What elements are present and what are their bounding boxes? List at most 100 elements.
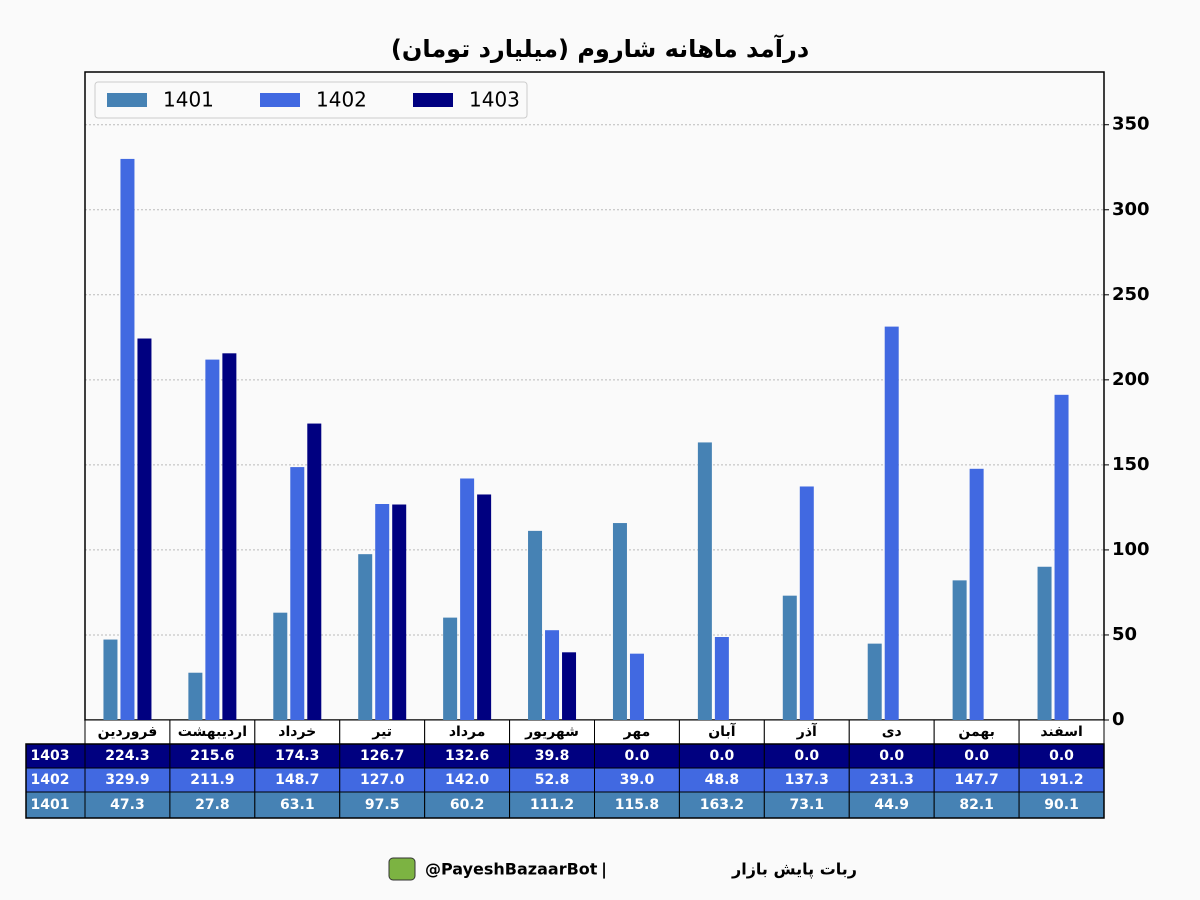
legend-swatch	[107, 93, 147, 107]
table-value: 147.7	[954, 772, 998, 788]
bar	[188, 672, 203, 720]
table-value: 63.1	[280, 797, 315, 813]
table-value: 329.9	[105, 772, 149, 788]
table-cell	[424, 791, 511, 819]
table-row-label-cell	[25, 791, 86, 819]
table-cell	[763, 767, 850, 793]
bar	[460, 478, 475, 720]
table-cell	[424, 743, 511, 769]
table-value: 163.2	[700, 797, 744, 813]
table-cell	[84, 791, 171, 819]
bar	[714, 637, 729, 720]
bar	[1037, 566, 1052, 720]
y-tick-label: 50	[1112, 624, 1137, 645]
bar	[697, 442, 712, 720]
bar	[120, 158, 135, 721]
bar	[629, 653, 644, 720]
table-value: 82.1	[959, 797, 994, 813]
table-value: 47.3	[110, 797, 145, 813]
table-value: 27.8	[195, 797, 230, 813]
table-row-label: 1401	[31, 797, 70, 813]
bar	[867, 643, 882, 720]
bar	[969, 468, 984, 720]
table-value: 0.0	[625, 748, 650, 764]
table-value: 0.0	[879, 748, 904, 764]
footer-separator: |	[601, 860, 607, 880]
table-value: 174.3	[275, 748, 319, 764]
table-row-label: 1402	[31, 772, 70, 788]
y-tick-label: 250	[1112, 284, 1150, 305]
bar	[952, 580, 967, 720]
x-tick-label: تیر	[371, 724, 392, 740]
table-frame	[25, 743, 1105, 819]
chart-title: درآمد ماهانه شاروم (میلیارد تومان)	[391, 34, 809, 63]
table-cell	[424, 767, 511, 793]
footer-handle: @PayeshBazaarBot	[425, 860, 598, 879]
table-value: 137.3	[785, 772, 829, 788]
table-value: 191.2	[1039, 772, 1083, 788]
bar	[375, 504, 390, 720]
table-value: 52.8	[535, 772, 570, 788]
table-cell	[594, 791, 680, 819]
table-header-cell	[339, 719, 426, 745]
x-tick-label: بهمن	[958, 724, 994, 740]
table-cell	[848, 743, 935, 769]
footer-name: ربات پایش بازار	[731, 860, 857, 880]
bar	[884, 326, 899, 720]
table-value: 90.1	[1044, 797, 1079, 813]
bar	[307, 423, 322, 720]
bar	[782, 595, 797, 720]
legend-swatch	[413, 93, 453, 107]
x-tick-label: فروردین	[98, 724, 158, 740]
table-value: 148.7	[275, 772, 319, 788]
y-tick-label: 150	[1112, 454, 1150, 475]
table-header-cell	[933, 719, 1020, 745]
table-cell	[594, 767, 680, 793]
table-cell	[1018, 791, 1105, 819]
table-value: 0.0	[1049, 748, 1074, 764]
table-row-label: 1403	[31, 748, 70, 764]
table-value: 39.8	[535, 748, 570, 764]
x-tick-label: شهریور	[524, 724, 579, 740]
bar	[612, 523, 627, 720]
table-value: 0.0	[964, 748, 989, 764]
y-tick-label: 300	[1112, 199, 1150, 220]
table-header-cell	[1018, 719, 1105, 745]
bar	[137, 338, 152, 720]
table-value: 73.1	[790, 797, 825, 813]
table-cell	[763, 791, 850, 819]
x-tick-label: دی	[882, 724, 902, 740]
bar	[205, 359, 220, 720]
table-value: 215.6	[190, 748, 234, 764]
table-value: 127.0	[360, 772, 405, 788]
legend-label: 1403	[469, 88, 520, 112]
table-value: 224.3	[105, 748, 149, 764]
table-cell	[254, 767, 341, 793]
legend-label: 1402	[316, 88, 367, 112]
x-tick-label: اسفند	[1040, 724, 1082, 740]
table-value: 231.3	[870, 772, 914, 788]
table-cell	[339, 743, 426, 769]
y-tick-label: 100	[1112, 539, 1150, 560]
bar	[562, 652, 577, 720]
bar	[545, 630, 560, 720]
table-value: 60.2	[450, 797, 485, 813]
bar	[290, 467, 305, 720]
legend-swatch	[260, 93, 300, 107]
table-value: 211.9	[190, 772, 234, 788]
table-value: 111.2	[530, 797, 574, 813]
table-cell	[254, 743, 341, 769]
table-value: 115.8	[615, 797, 659, 813]
x-tick-label: اردیبهشت	[178, 724, 247, 740]
x-tick-label: خرداد	[278, 724, 316, 740]
bot-icon	[388, 857, 416, 881]
bar	[477, 494, 492, 720]
bar	[528, 530, 543, 720]
table-cell	[678, 767, 765, 793]
y-tick-label: 350	[1112, 114, 1150, 135]
table-header-cell	[678, 719, 765, 745]
table-value: 0.0	[709, 748, 734, 764]
y-tick-label: 0	[1112, 709, 1125, 730]
